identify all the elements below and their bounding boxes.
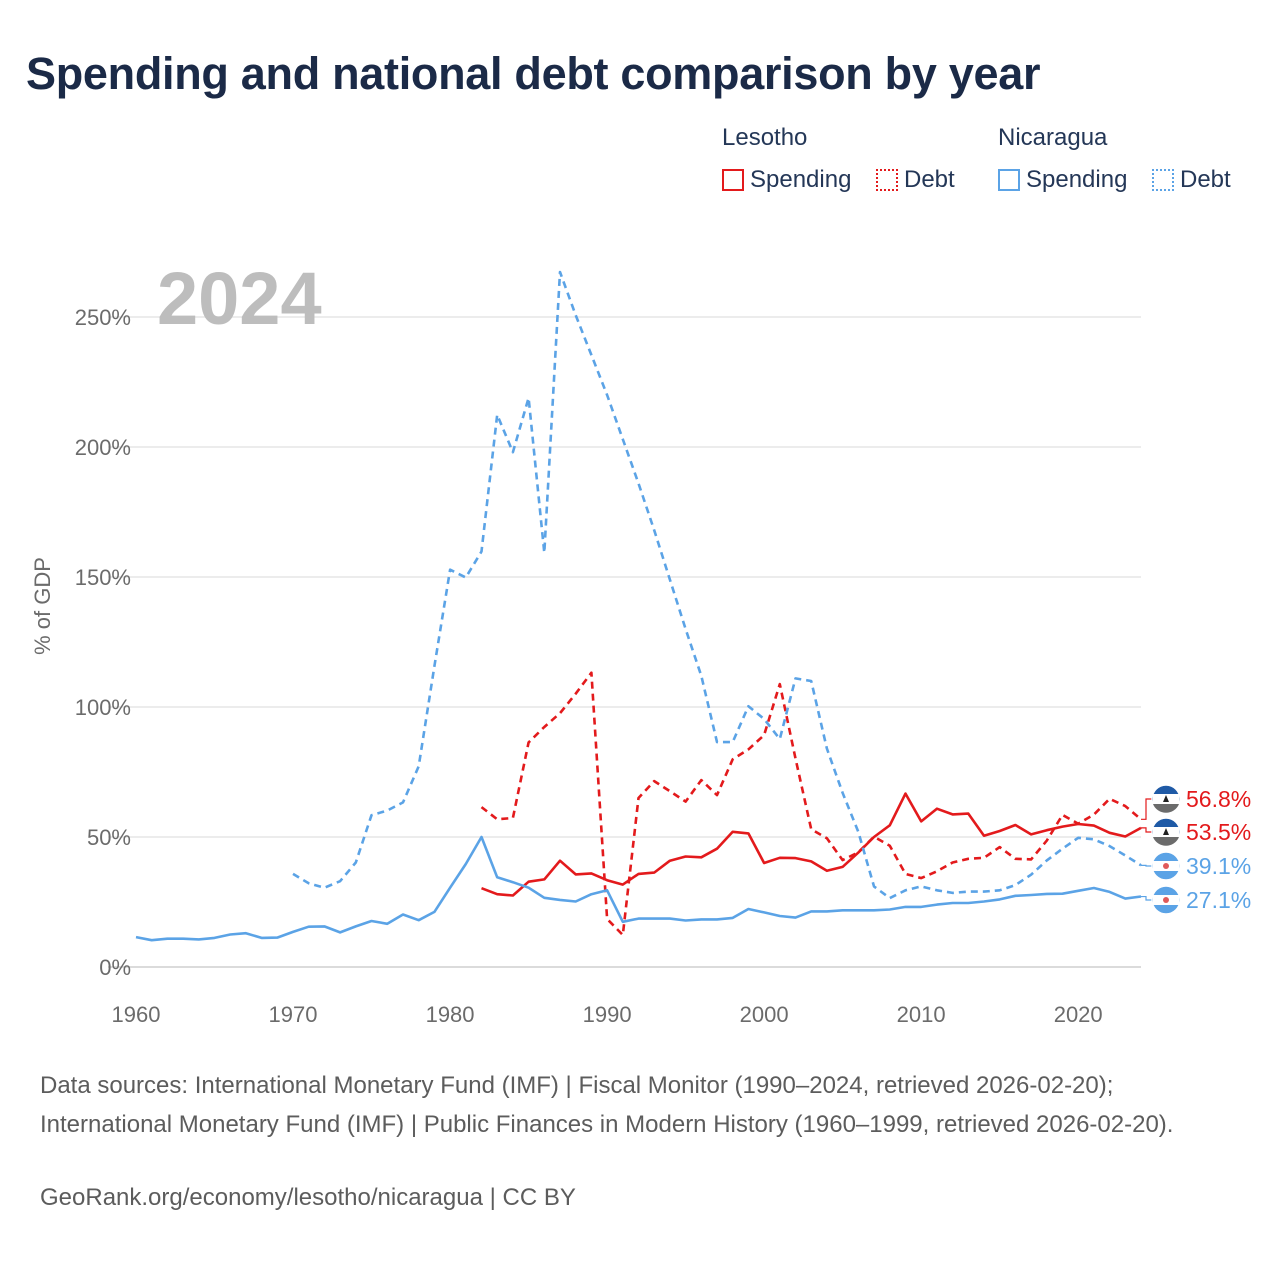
- y-tick-label: 50%: [87, 825, 131, 850]
- y-tick-label: 0%: [99, 955, 131, 980]
- line-chart: 2024 0%50%100%150%200%250% 1960 1970 1980 1…: [30, 257, 1251, 1027]
- x-tick-label: 1980: [426, 1002, 475, 1027]
- series-lines: [135, 270, 1142, 942]
- data-sources: Data sources: International Monetary Fun…: [40, 1072, 1174, 1138]
- legend-country-lesotho: Lesotho: [722, 124, 808, 151]
- x-tick-label: 2010: [897, 1002, 946, 1027]
- legend-nicaragua-debt[interactable]: Debt: [1152, 166, 1231, 194]
- x-tick-label: 1960: [112, 1002, 161, 1027]
- legend-label-nicaragua-spending: Spending: [1026, 166, 1128, 193]
- flag-stripe-bottom: [1153, 837, 1179, 846]
- end-connector: [1141, 895, 1153, 901]
- x-tick-label: 2000: [740, 1002, 789, 1027]
- series-line-nicaragua-spending: [135, 835, 1142, 942]
- x-tick-label: 1970: [269, 1002, 318, 1027]
- y-tick-label: 150%: [75, 565, 131, 590]
- series-line-lesotho-spending: [481, 792, 1142, 897]
- legend-label-lesotho-spending: Spending: [750, 166, 852, 193]
- y-tick-label: 100%: [75, 695, 131, 720]
- x-tick-label: 2020: [1054, 1002, 1103, 1027]
- series-line-nicaragua-debt: [292, 270, 1142, 900]
- year-watermark: 2024: [157, 257, 322, 340]
- y-tick-label: 200%: [75, 435, 131, 460]
- end-connector: [1141, 827, 1153, 833]
- legend-label-nicaragua-debt: Debt: [1180, 166, 1231, 193]
- legend-lesotho-spending[interactable]: Spending: [722, 166, 851, 194]
- series-line-lesotho-debt: [480, 671, 1142, 937]
- legend-swatch-lesotho-spending: [722, 169, 744, 191]
- legend-country-nicaragua: Nicaragua: [998, 124, 1108, 151]
- end-value-label: 27.1%: [1186, 887, 1251, 913]
- x-axis: 1960 1970 1980 1990 2000 2010 2020: [112, 1002, 1103, 1027]
- end-value-label: 39.1%: [1186, 853, 1251, 879]
- flag-stripe-bottom: [1153, 804, 1179, 813]
- end-connector: [1141, 864, 1153, 867]
- end-value-label: 53.5%: [1186, 819, 1251, 845]
- flag-emblem: [1163, 863, 1169, 869]
- y-axis-label: % of GDP: [30, 557, 55, 655]
- flag-emblem: [1163, 795, 1169, 802]
- end-value-label: 56.8%: [1186, 786, 1251, 812]
- x-tick-label: 1990: [583, 1002, 632, 1027]
- legend-swatch-lesotho-debt: [876, 169, 898, 191]
- legend-swatch-nicaragua-spending: [998, 169, 1020, 191]
- legend-swatch-nicaragua-debt: [1152, 169, 1174, 191]
- legend-nicaragua-spending[interactable]: Spending: [998, 166, 1127, 194]
- flag-emblem: [1163, 828, 1169, 835]
- page-title: Spending and national debt comparison by…: [26, 48, 1041, 99]
- y-axis: 0% 50% 100% 150% 200% 250%: [75, 305, 131, 980]
- credit-link[interactable]: GeoRank.org/economy/lesotho/nicaragua | …: [40, 1184, 576, 1211]
- legend-lesotho-debt[interactable]: Debt: [876, 166, 955, 194]
- y-tick-label: 250%: [75, 305, 131, 330]
- end-connector: [1141, 798, 1153, 820]
- legend-label-lesotho-debt: Debt: [904, 166, 955, 193]
- grid-lines: [108, 316, 1141, 968]
- flag-emblem: [1163, 897, 1169, 903]
- end-markers: 53.5% 56.8% 27.1% 39.1%: [1141, 784, 1251, 915]
